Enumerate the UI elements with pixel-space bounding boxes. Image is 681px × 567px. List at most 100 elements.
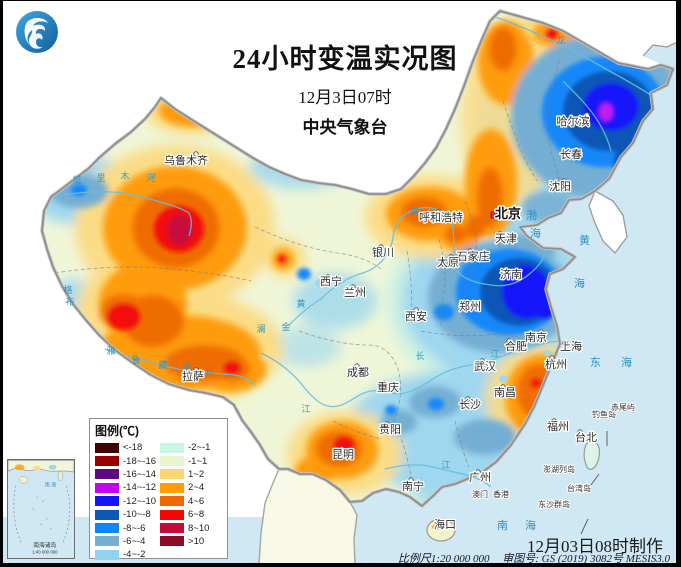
city-label: 成都 [347, 366, 369, 379]
river-name-char: 长 [415, 350, 424, 361]
city-label: 福州 [547, 419, 569, 433]
river-name-char: 布 [183, 362, 192, 373]
city-label: 西宁 [320, 274, 342, 288]
sea-name-char: 东 [590, 356, 602, 369]
city-label: 杭州 [545, 357, 567, 371]
city-label: 兰州 [344, 286, 366, 299]
river-name-char: 格 [63, 284, 72, 295]
legend-swatch [160, 509, 185, 520]
city-dot [562, 340, 568, 346]
river-name-char: 鲁 [131, 354, 140, 365]
city-label: 长沙 [459, 398, 481, 411]
river-name-char: 藏 [158, 359, 167, 370]
legend-row: -4~-2 [95, 548, 156, 561]
river-name-char: 澜 [256, 324, 265, 334]
legend-swatch [160, 482, 185, 493]
city-dot [413, 307, 419, 313]
legend-swatch [95, 536, 119, 547]
taiwan-island [583, 440, 601, 470]
city-dot [435, 209, 441, 215]
island-label: 澎湖列岛 [543, 464, 575, 474]
legend-row: -6~-4 [95, 535, 156, 548]
legend-swatch [95, 469, 119, 480]
legend-row: -1~1 [160, 454, 210, 467]
city-dot [448, 254, 454, 260]
inset-taiwan [57, 470, 64, 482]
river-name-char: 塔 [72, 174, 81, 185]
city-label: 贵阳 [379, 423, 401, 436]
lakes [315, 279, 552, 390]
map-scale: 比例尺1:20 000 000 [397, 553, 490, 563]
city-label: 长春 [560, 148, 582, 161]
city-dot [538, 329, 544, 335]
legend-swatch [160, 456, 185, 467]
city-label: 南京 [525, 330, 547, 344]
city-dot [551, 418, 557, 424]
city-dot [479, 358, 485, 364]
legend-row: >10 [160, 535, 210, 548]
city-label: 昆明 [332, 448, 354, 461]
city-label: 哈尔滨 [557, 114, 590, 128]
legend-column-positive: -2~-1 -1~1 1~2 2~4 4~6 6~8 8~10 >10 [160, 441, 210, 562]
city-label: 银川 [372, 245, 394, 259]
island-label: 台湾岛 [567, 483, 591, 493]
legend-range-label: -16~-14 [123, 468, 157, 480]
city-label: 重庆 [377, 380, 399, 394]
city-dot [354, 363, 360, 369]
capital-label: 北京 [495, 206, 521, 221]
legend-row: -16~-14 [95, 468, 156, 481]
city-dot [193, 151, 199, 157]
cma-logo [13, 8, 61, 56]
city-dot [506, 338, 512, 344]
city-dot [497, 231, 503, 237]
city-label: 太原 [437, 256, 459, 269]
city-label: 呼和浩特 [419, 210, 463, 224]
legend-row: -10~-8 [95, 508, 156, 521]
legend-range-label: -2~-1 [188, 442, 211, 454]
sea-name-char: 海 [530, 226, 542, 240]
city-label: 南昌 [494, 386, 516, 399]
river-name-char: 黄 [296, 298, 305, 309]
map-review-number: 审图号: GS (2019) 3082号 MESIS3.0 [502, 553, 670, 563]
inset-name: 南海诸岛 [33, 541, 56, 549]
city-dot [350, 284, 356, 290]
river-name-char: 雅 [106, 345, 115, 356]
legend-range-label: -12~-10 [123, 495, 157, 507]
legend-range-label: 2~4 [188, 482, 205, 494]
legend-row: -12~-10 [95, 495, 156, 508]
city-label: 合肥 [505, 339, 527, 353]
legend-range-label: <-18 [123, 442, 143, 454]
island-label: 澳门 [472, 489, 488, 499]
city-dot [584, 112, 590, 118]
legend-row: 2~4 [160, 481, 210, 494]
city-dot [382, 380, 388, 386]
island-label: 香港 [493, 489, 509, 499]
legend-row: 1~2 [160, 468, 210, 481]
legend-row: -2~-1 [160, 441, 210, 454]
city-dot [500, 384, 506, 390]
city-label: 天津 [495, 232, 517, 245]
inset-dash-line [13, 485, 70, 545]
sea-name-char: 海 [574, 276, 586, 290]
legend-row: <-18 [95, 441, 156, 454]
legend-range-label: >10 [188, 535, 205, 547]
city-label: 乌鲁木齐 [164, 153, 208, 167]
legend-row: 4~6 [160, 495, 210, 508]
agency-name: 中央气象台 [302, 118, 388, 137]
river-name-char: 龙 [556, 34, 565, 45]
sea-name-char: 海 [621, 355, 633, 369]
city-dot [464, 298, 470, 304]
sea-name-char: 南 [497, 519, 509, 532]
legend-swatch [160, 523, 185, 534]
russia-coast-line [642, 42, 676, 57]
legend-swatch [160, 496, 185, 507]
island-label: 赤尾屿 [611, 403, 635, 412]
city-label: 石家庄 [457, 249, 490, 263]
city-label: 郑州 [459, 299, 481, 313]
city-dot [467, 248, 473, 254]
legend-swatch [160, 442, 185, 453]
